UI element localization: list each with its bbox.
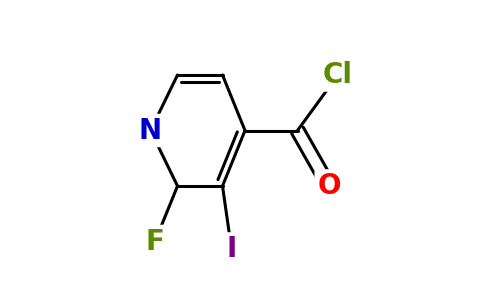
Text: O: O (317, 172, 341, 200)
Text: Cl: Cl (323, 61, 353, 89)
Text: F: F (146, 227, 165, 256)
Text: N: N (139, 116, 162, 145)
Text: I: I (227, 235, 237, 263)
